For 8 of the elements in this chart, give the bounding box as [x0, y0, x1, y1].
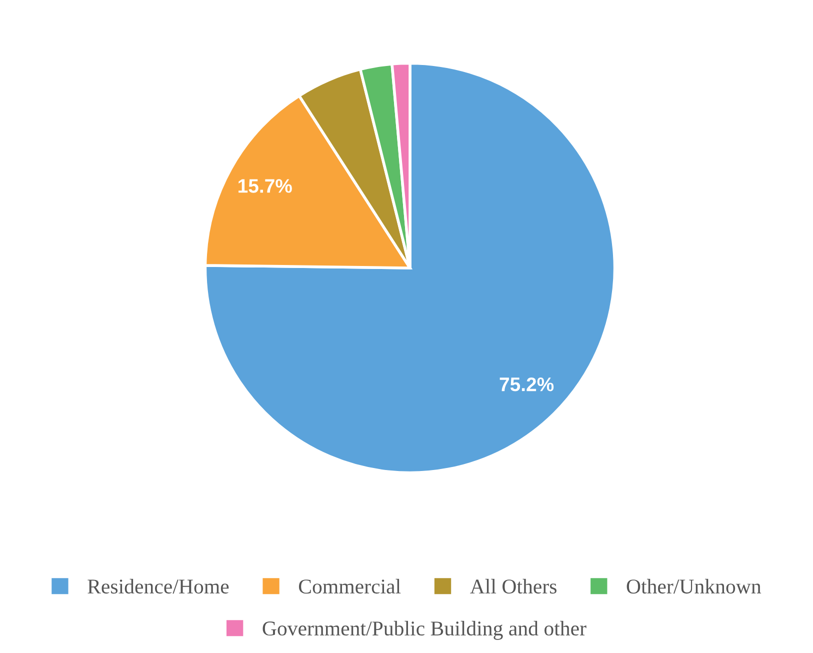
legend-label: All Others — [470, 578, 556, 594]
data-label: 75.2% — [500, 377, 554, 392]
legend-label: Government/Public Building and other — [262, 620, 586, 640]
data-label: 15.7% — [238, 179, 292, 193]
legend-label: Residence/Home — [88, 578, 229, 594]
pie-slice — [204, 62, 616, 474]
legend-label: Commercial — [298, 578, 401, 594]
legend-label: Other/Unknown — [626, 578, 762, 594]
